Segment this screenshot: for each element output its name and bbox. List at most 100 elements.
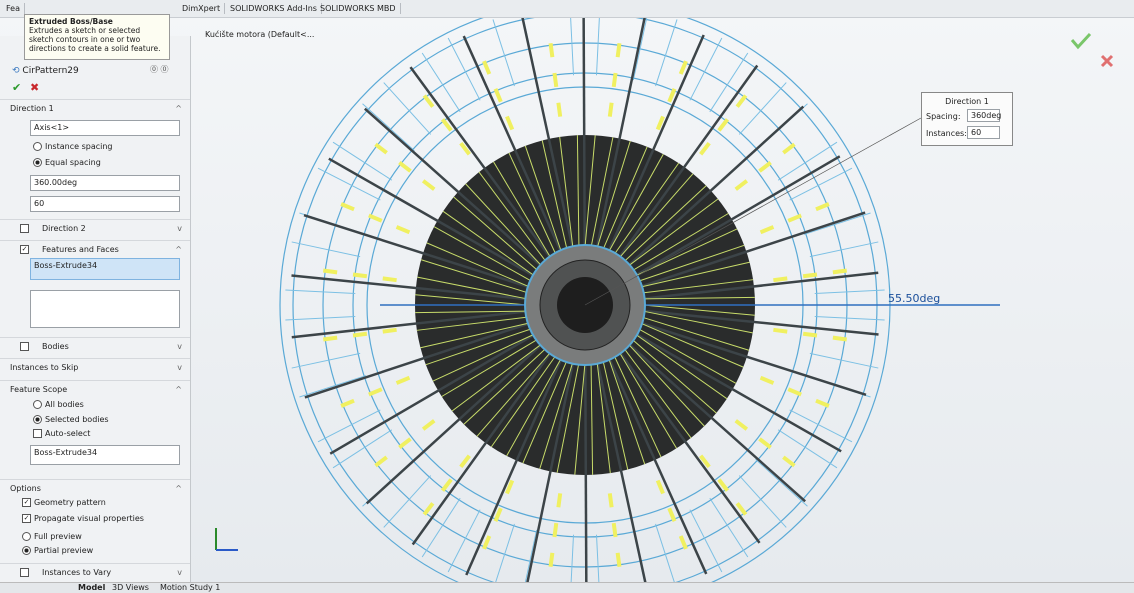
property-manager: ⟲ CirPattern29 ⓪ ⓪ ✔ ✖ Direction 1 ^ Axis… bbox=[0, 36, 191, 582]
frame-line bbox=[738, 475, 787, 528]
frame-line bbox=[655, 19, 678, 87]
tooltip-text: Extrudes a sketch or selected sketch con… bbox=[29, 26, 161, 53]
pattern-line bbox=[559, 136, 574, 249]
option-label: Auto-select bbox=[45, 429, 91, 438]
instances-field[interactable]: 60 bbox=[30, 196, 180, 212]
radio-option[interactable]: All bodies bbox=[33, 400, 84, 409]
section-header[interactable]: Instances to Skip v bbox=[0, 358, 190, 377]
frame-line bbox=[421, 497, 461, 558]
radio-option[interactable]: Selected bodies bbox=[33, 415, 109, 424]
frame-line bbox=[809, 241, 879, 258]
frame-line bbox=[447, 37, 481, 101]
yellow-segment bbox=[607, 27, 624, 117]
pattern-line bbox=[584, 135, 596, 248]
frame-line bbox=[285, 289, 356, 295]
section-header[interactable]: Bodies v bbox=[0, 337, 190, 356]
pattern-line bbox=[506, 357, 562, 457]
pattern-line bbox=[641, 316, 750, 351]
yellow-segment bbox=[546, 493, 563, 583]
tab[interactable]: Motion Study 1 bbox=[160, 583, 221, 592]
tab[interactable]: SOLIDWORKS Add-Ins bbox=[226, 3, 322, 14]
pattern-line bbox=[574, 362, 586, 475]
option-label: Propagate visual properties bbox=[34, 514, 144, 523]
checkbox[interactable]: ✓ Geometry pattern bbox=[22, 498, 106, 507]
yellow-segment bbox=[699, 81, 758, 156]
bottom-tabs: Model 3D Views Motion Study 1 bbox=[0, 582, 1134, 593]
section-header[interactable]: Options ^ bbox=[0, 479, 190, 498]
cancel-button[interactable]: ✖ bbox=[30, 81, 40, 94]
callout-label: Instances: bbox=[926, 129, 967, 138]
pattern-line bbox=[426, 242, 531, 288]
pattern-line bbox=[451, 343, 543, 412]
pattern-line bbox=[608, 357, 646, 465]
section-title: Options bbox=[10, 484, 41, 493]
section-title: Instances to Skip bbox=[10, 363, 79, 372]
spoke bbox=[291, 274, 526, 301]
pattern-line bbox=[642, 310, 753, 334]
tree-item[interactable]: Kućište motora (Default<... bbox=[205, 30, 315, 39]
section-header[interactable]: Direction 1 ^ bbox=[0, 99, 190, 118]
section-title: Direction 1 bbox=[10, 104, 54, 113]
tab[interactable]: SOLIDWORKS MBD bbox=[316, 3, 401, 14]
tab[interactable]: Model bbox=[78, 583, 106, 592]
option-label: Geometry pattern bbox=[34, 498, 106, 507]
spoke bbox=[596, 363, 649, 593]
frame-line bbox=[285, 315, 356, 321]
spoke bbox=[409, 66, 551, 258]
checkbox[interactable]: ✓ Propagate visual properties bbox=[22, 514, 144, 523]
pattern-line bbox=[476, 351, 552, 437]
frame-line bbox=[814, 289, 885, 295]
frame-line bbox=[789, 409, 853, 443]
pattern-line bbox=[635, 228, 738, 277]
pattern-line bbox=[627, 343, 705, 427]
pattern-line bbox=[590, 137, 614, 248]
spoke bbox=[641, 322, 867, 397]
spoke bbox=[619, 352, 761, 544]
callout-label: Spacing: bbox=[926, 112, 961, 121]
callout-spacing[interactable]: 360deg bbox=[967, 109, 1001, 122]
frame-line bbox=[755, 458, 808, 507]
pattern-line bbox=[596, 361, 611, 474]
ok-button[interactable]: ✔ bbox=[12, 81, 22, 94]
pattern-line bbox=[465, 183, 543, 267]
pattern-line bbox=[602, 360, 629, 470]
pattern-line bbox=[631, 338, 717, 414]
spoke bbox=[364, 107, 542, 266]
pattern-line bbox=[613, 162, 680, 256]
features-list[interactable]: Boss-Extrude34 bbox=[30, 258, 180, 280]
callout-instances[interactable]: 60 bbox=[967, 126, 1000, 139]
tab[interactable]: DimXpert bbox=[178, 3, 226, 14]
faces-list[interactable] bbox=[30, 290, 180, 328]
bodies-list[interactable]: Boss-Extrude34 bbox=[30, 445, 180, 465]
pattern-line bbox=[524, 145, 562, 253]
frame-line bbox=[332, 141, 393, 181]
radio-option[interactable]: Instance spacing bbox=[33, 142, 113, 151]
radio-option[interactable]: Partial preview bbox=[22, 546, 93, 555]
section-header[interactable]: ✓ Features and Faces ^ bbox=[0, 240, 190, 259]
pattern-line bbox=[637, 244, 745, 282]
axis-field[interactable]: Axis<1> bbox=[30, 120, 180, 136]
tab[interactable]: Fea bbox=[2, 3, 25, 14]
pattern-line bbox=[623, 347, 692, 439]
frame-line bbox=[709, 52, 749, 113]
help-icons[interactable]: ⓪ ⓪ bbox=[150, 65, 169, 74]
spoke bbox=[521, 16, 574, 247]
pattern-line bbox=[618, 351, 677, 449]
section-header[interactable]: Feature Scope ^ bbox=[0, 380, 190, 399]
tab[interactable]: 3D Views bbox=[112, 583, 149, 592]
section-header[interactable]: Instances to Vary v bbox=[0, 563, 190, 582]
radio-option[interactable]: Full preview bbox=[22, 532, 82, 541]
spoke bbox=[619, 64, 759, 258]
yellow-segment bbox=[699, 454, 758, 529]
option-label: Instance spacing bbox=[45, 142, 113, 151]
cancel-x bbox=[1100, 54, 1114, 68]
spoke bbox=[608, 34, 705, 251]
frame-line bbox=[632, 11, 649, 81]
pattern-line bbox=[608, 153, 664, 253]
angle-field[interactable]: 360.00deg bbox=[30, 175, 180, 191]
checkbox[interactable]: Auto-select bbox=[33, 429, 90, 438]
frame-line bbox=[809, 352, 879, 369]
frame-line bbox=[447, 509, 481, 573]
radio-option[interactable]: Equal spacing bbox=[33, 158, 101, 167]
